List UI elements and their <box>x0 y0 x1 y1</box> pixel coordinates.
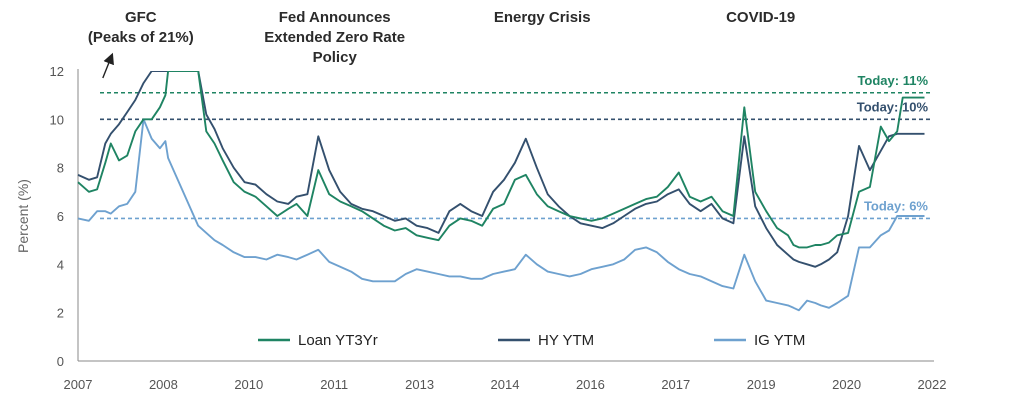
y-tick-label: 8 <box>57 161 64 176</box>
y-tick-label: 4 <box>57 257 64 272</box>
x-tick-label: 2013 <box>405 377 434 392</box>
annotation-text: Extended Zero Rate <box>264 29 405 46</box>
y-tick-label: 2 <box>57 306 64 321</box>
annotation-arrow <box>102 52 114 79</box>
x-tick-label: 2017 <box>661 377 690 392</box>
event-annotations: GFC (Peaks of 21%) Fed Announces Extended Z… <box>88 9 795 79</box>
annotation-text: COVID-19 <box>726 9 795 26</box>
x-tick-label: 2019 <box>747 377 776 392</box>
y-tick-label: 0 <box>57 354 64 369</box>
x-tick-label: 2020 <box>832 377 861 392</box>
x-tick-label: 2008 <box>149 377 178 392</box>
annotation-text: (Peaks of 21%) <box>88 29 194 46</box>
y-tick-label: 6 <box>57 209 64 224</box>
x-tick-label: 2010 <box>234 377 263 392</box>
legend-label: IG YTM <box>754 332 805 349</box>
y-axis-label: Percent (%) <box>15 179 31 253</box>
series-line-loan-yt3yr <box>77 71 925 249</box>
x-tick-label: 2016 <box>576 377 605 392</box>
series-line-hy-ytm <box>77 71 925 268</box>
today-label: Today: 10% <box>857 99 929 114</box>
legend-label: Loan YT3Yr <box>298 332 378 349</box>
today-label: Today: 6% <box>864 198 928 213</box>
legend-label: HY YTM <box>538 332 594 349</box>
today-label: Today: 11% <box>857 73 928 88</box>
x-tick-label: 2011 <box>320 377 348 392</box>
series-lines <box>77 71 925 312</box>
axes: 0 2 4 6 8 10 12 2007 2008 2010 2011 2013 2014 2016 201… <box>50 64 947 392</box>
annotation-text: Fed Announces <box>279 9 391 26</box>
y-tick-label: 10 <box>50 112 64 127</box>
legend: Loan YT3Yr HY YTM IG YTM <box>258 332 805 349</box>
x-tick-label: 2022 <box>918 377 947 392</box>
annotation-text: Policy <box>313 49 358 66</box>
x-tick-label: 2007 <box>64 377 93 392</box>
series-line-ig-ytm <box>77 118 925 312</box>
y-tick-label: 12 <box>50 64 64 79</box>
annotation-text: Energy Crisis <box>494 9 591 26</box>
x-tick-label: 2014 <box>491 377 520 392</box>
reference-lines: Today: 11% Today: 10% Today: 6% <box>100 73 930 220</box>
annotation-text: GFC <box>125 9 157 26</box>
